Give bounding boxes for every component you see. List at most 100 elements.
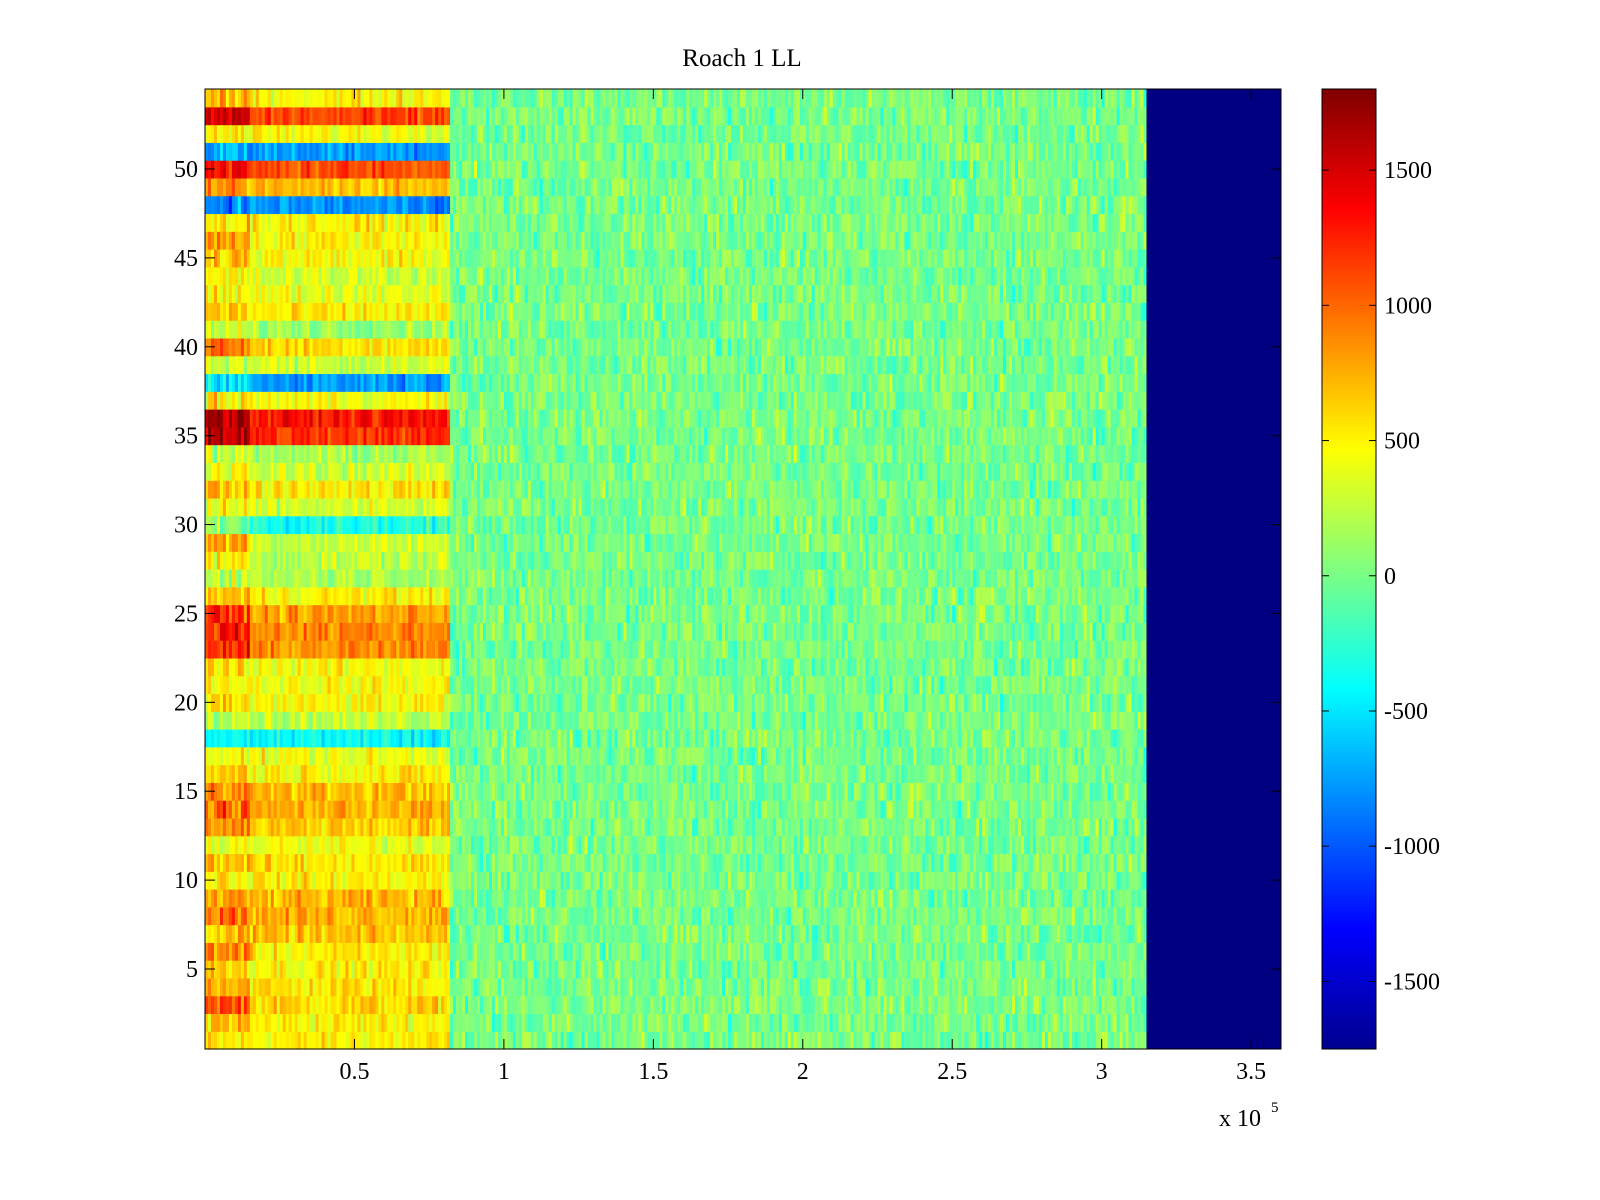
heatmap-cell bbox=[402, 977, 406, 997]
heatmap-cell bbox=[521, 853, 529, 872]
heatmap-cell bbox=[345, 995, 350, 1015]
heatmap-cell bbox=[608, 942, 613, 961]
heatmap-cell bbox=[1009, 1013, 1013, 1032]
heatmap-cell bbox=[740, 942, 744, 961]
heatmap-cell bbox=[901, 1013, 905, 1032]
heatmap-cell bbox=[1038, 924, 1043, 943]
heatmap-cell bbox=[988, 977, 992, 997]
heatmap-cell bbox=[309, 1031, 314, 1050]
heatmap-cell bbox=[823, 1031, 828, 1050]
heatmap-cell bbox=[447, 942, 451, 961]
heatmap-cell bbox=[243, 1013, 248, 1032]
heatmap-cell bbox=[444, 924, 448, 943]
heatmap-cell bbox=[1092, 1013, 1097, 1032]
heatmap-cell bbox=[381, 1031, 385, 1050]
heatmap-cell bbox=[1101, 924, 1106, 943]
heatmap-cell bbox=[213, 924, 218, 943]
heatmap-cell bbox=[665, 1013, 669, 1032]
heatmap-cell bbox=[710, 960, 714, 979]
heatmap-cell bbox=[922, 924, 926, 943]
heatmap-cell bbox=[563, 995, 568, 1015]
heatmap-cell bbox=[584, 977, 589, 997]
heatmap-cell bbox=[1134, 977, 1139, 997]
heatmap-cell bbox=[991, 942, 995, 961]
heatmap-cell bbox=[1041, 1013, 1046, 1032]
heatmap-cell bbox=[539, 1031, 544, 1050]
heatmap-cell bbox=[462, 906, 466, 926]
heatmap-cell bbox=[769, 977, 774, 997]
heatmap-cell bbox=[802, 942, 807, 961]
heatmap-cell bbox=[551, 1013, 556, 1032]
heatmap-cell bbox=[246, 924, 251, 943]
heatmap-cell bbox=[653, 960, 657, 979]
heatmap-cell bbox=[551, 995, 556, 1015]
heatmap-cell bbox=[805, 960, 810, 979]
heatmap-cell bbox=[252, 960, 257, 979]
heatmap-cell bbox=[958, 942, 962, 961]
heatmap-cell bbox=[614, 924, 619, 943]
heatmap-cell bbox=[450, 835, 457, 855]
heatmap-cell bbox=[832, 942, 837, 961]
heatmap-cell bbox=[524, 942, 529, 961]
heatmap-cell bbox=[396, 1031, 400, 1050]
heatmap-cell bbox=[1014, 960, 1019, 979]
heatmap-cell bbox=[524, 1031, 529, 1050]
heatmap-cell bbox=[862, 1013, 867, 1032]
heatmap-cell bbox=[904, 995, 908, 1015]
heatmap-cell bbox=[1098, 1013, 1103, 1032]
heatmap-cell bbox=[572, 977, 577, 997]
heatmap-cell bbox=[961, 924, 965, 943]
heatmap-cell bbox=[530, 1031, 535, 1050]
heatmap-cell bbox=[225, 942, 230, 961]
heatmap-cell bbox=[698, 924, 702, 943]
heatmap-cell bbox=[716, 960, 720, 979]
heatmap-cell bbox=[713, 942, 717, 961]
heatmap-cell bbox=[345, 942, 350, 961]
heatmap-cell bbox=[970, 942, 974, 961]
heatmap-cell bbox=[677, 977, 681, 997]
heatmap-cell bbox=[665, 1031, 669, 1050]
heatmap-cell bbox=[748, 960, 753, 979]
heatmap-cell bbox=[405, 1031, 409, 1050]
heatmap-cell bbox=[635, 1031, 639, 1050]
heatmap-cell bbox=[575, 977, 580, 997]
heatmap-cell bbox=[378, 924, 382, 943]
heatmap-cell bbox=[680, 942, 684, 961]
heatmap-cell bbox=[372, 1031, 376, 1050]
heatmap-cell bbox=[420, 906, 424, 926]
heatmap-cell bbox=[309, 942, 314, 961]
heatmap-cell bbox=[509, 906, 514, 926]
heatmap-cell bbox=[982, 977, 986, 997]
heatmap-cell bbox=[417, 960, 421, 979]
heatmap-cell bbox=[285, 960, 290, 979]
heatmap-cell bbox=[820, 924, 825, 943]
heatmap-cell bbox=[330, 924, 335, 943]
heatmap-cell bbox=[222, 960, 227, 979]
heatmap-cell bbox=[683, 977, 687, 997]
heatmap-cell bbox=[342, 906, 347, 926]
heatmap-cell bbox=[453, 942, 457, 961]
heatmap-cell bbox=[832, 977, 837, 997]
heatmap-cell bbox=[973, 995, 977, 1015]
heatmap-cell bbox=[267, 942, 272, 961]
heatmap-cell bbox=[566, 924, 571, 943]
heatmap-cell bbox=[692, 924, 696, 943]
heatmap-cell bbox=[408, 906, 412, 926]
heatmap-cell bbox=[853, 960, 858, 979]
heatmap-cell bbox=[429, 906, 433, 926]
heatmap-cell bbox=[494, 1031, 499, 1050]
heatmap-cell bbox=[695, 1013, 699, 1032]
heatmap-cell bbox=[850, 924, 855, 943]
heatmap-cell bbox=[751, 995, 756, 1015]
heatmap-cell bbox=[402, 1013, 406, 1032]
heatmap-cell bbox=[432, 942, 436, 961]
heatmap-cell bbox=[683, 1013, 687, 1032]
heatmap-cell bbox=[898, 924, 903, 943]
heatmap-cell bbox=[572, 960, 577, 979]
heatmap-cell bbox=[536, 1013, 541, 1032]
heatmap-cell bbox=[740, 995, 744, 1015]
heatmap-cell bbox=[713, 977, 717, 997]
heatmap-cell bbox=[411, 942, 415, 961]
heatmap-cell bbox=[964, 942, 968, 961]
heatmap-cell bbox=[378, 995, 382, 1015]
